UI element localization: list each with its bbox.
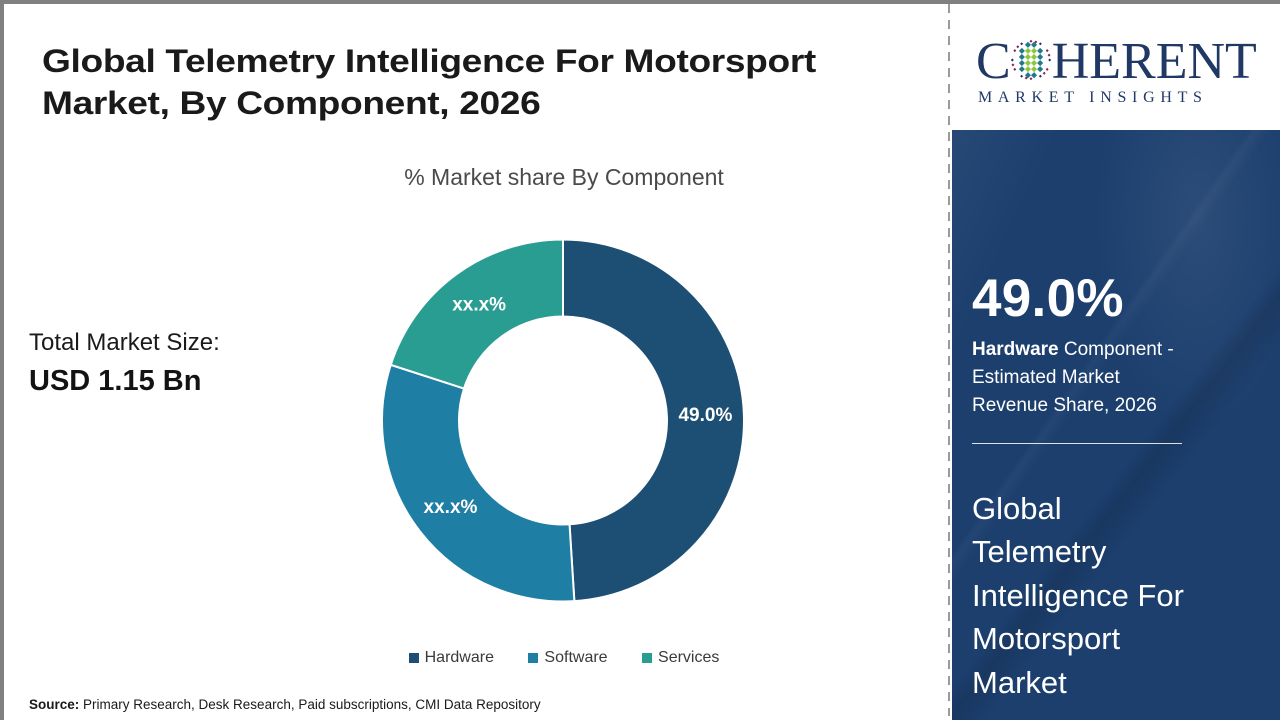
svg-text:xx.x%: xx.x% — [452, 294, 506, 315]
svg-text:49.0%: 49.0% — [678, 405, 732, 426]
svg-text:xx.x%: xx.x% — [424, 497, 478, 518]
